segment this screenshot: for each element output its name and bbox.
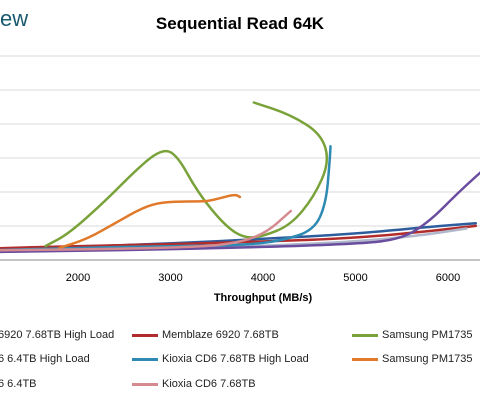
legend-label: Samsung PM1735 (382, 329, 473, 341)
x-tick-labels: 2000 3000 4000 5000 6000 (66, 272, 460, 284)
series-lines (0, 101, 480, 254)
x-tick-label: 2000 (66, 272, 90, 284)
legend-item: Kioxia CD6 7.68TB High Load (132, 352, 309, 366)
legend-label: Memblaze 6920 7.68TB (162, 329, 279, 341)
legend-swatch (352, 357, 378, 361)
x-tick-label: 6000 (436, 272, 460, 284)
series-line (44, 101, 329, 248)
legend-item: 6 6.4TB High Load (0, 352, 90, 366)
legend-item: 6 6.4TB (0, 377, 37, 391)
x-axis-label: Throughput (MB/s) (214, 292, 313, 304)
legend-item: Samsung PM1735 (352, 328, 473, 342)
series-line (0, 209, 293, 252)
legend-label: 6 6.4TB (0, 378, 37, 390)
legend-label: Kioxia CD6 7.68TB High Load (162, 353, 309, 365)
legend-item: Kioxia CD6 7.68TB (132, 377, 256, 391)
legend-label: 6920 7.68TB High Load (0, 329, 115, 341)
legend-swatch (132, 382, 158, 386)
legend-label: Samsung PM1735 (382, 353, 473, 365)
x-tick-label: 4000 (251, 272, 275, 284)
series-line (58, 193, 242, 250)
chart-title: Sequential Read 64K (155, 14, 325, 33)
legend-swatch (352, 333, 378, 337)
x-tick-label: 5000 (343, 272, 367, 284)
legend-item: 6920 7.68TB High Load (0, 328, 114, 342)
series-line (0, 145, 332, 252)
legend-item: Memblaze 6920 7.68TB (132, 328, 279, 342)
x-tick-label: 3000 (158, 272, 182, 284)
legend-label: 6 6.4TB High Load (0, 353, 90, 365)
legend-swatch (132, 357, 158, 361)
brand-logo-fragment: ew (0, 6, 29, 31)
legend-swatch (132, 333, 158, 337)
series-line (0, 224, 478, 250)
legend-item: Samsung PM1735 (352, 352, 473, 366)
legend-label: Kioxia CD6 7.68TB (162, 378, 256, 390)
series-line (0, 171, 480, 254)
